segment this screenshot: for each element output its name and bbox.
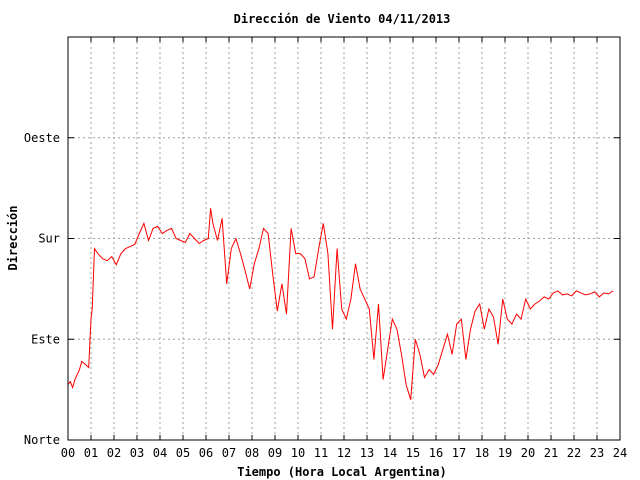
x-tick-label: 13	[360, 446, 374, 460]
x-tick-label: 16	[429, 446, 443, 460]
series-line	[67, 208, 614, 400]
x-tick-label: 15	[406, 446, 420, 460]
x-tick-label: 22	[567, 446, 581, 460]
x-tick-label: 18	[475, 446, 489, 460]
y-axis-label: Dirección	[6, 205, 20, 270]
x-tick-label: 23	[590, 446, 604, 460]
y-tick-label: Sur	[38, 232, 60, 246]
y-tick-label: Oeste	[24, 131, 60, 145]
axis-ticks: 00 01 02 03 04 05 06 07 08 09 10 11 12 13 14 15 16 17 18 19…	[24, 37, 627, 460]
x-tick-label: 06	[199, 446, 213, 460]
x-tick-label: 01	[84, 446, 98, 460]
x-tick-label: 12	[337, 446, 351, 460]
series-layer	[67, 208, 614, 400]
chart-title: Dirección de Viento 04/11/2013	[234, 12, 451, 26]
y-tick-label: Norte	[24, 433, 60, 447]
x-tick-label: 11	[314, 446, 328, 460]
x-tick-label: 21	[544, 446, 558, 460]
grid-lines	[68, 37, 620, 440]
y-tick-label: Este	[31, 332, 60, 346]
x-tick-label: 08	[245, 446, 259, 460]
x-tick-label: 02	[107, 446, 121, 460]
x-tick-label: 09	[268, 446, 282, 460]
x-tick-label: 17	[452, 446, 466, 460]
x-tick-label: 14	[383, 446, 397, 460]
x-tick-label: 04	[153, 446, 167, 460]
x-axis-label: Tiempo (Hora Local Argentina)	[237, 465, 447, 479]
x-tick-label: 00	[61, 446, 75, 460]
x-tick-label: 24	[613, 446, 627, 460]
x-tick-label: 10	[291, 446, 305, 460]
x-tick-label: 05	[176, 446, 190, 460]
x-tick-label: 19	[498, 446, 512, 460]
x-tick-label: 20	[521, 446, 535, 460]
x-tick-label: 03	[130, 446, 144, 460]
x-tick-label: 07	[222, 446, 236, 460]
